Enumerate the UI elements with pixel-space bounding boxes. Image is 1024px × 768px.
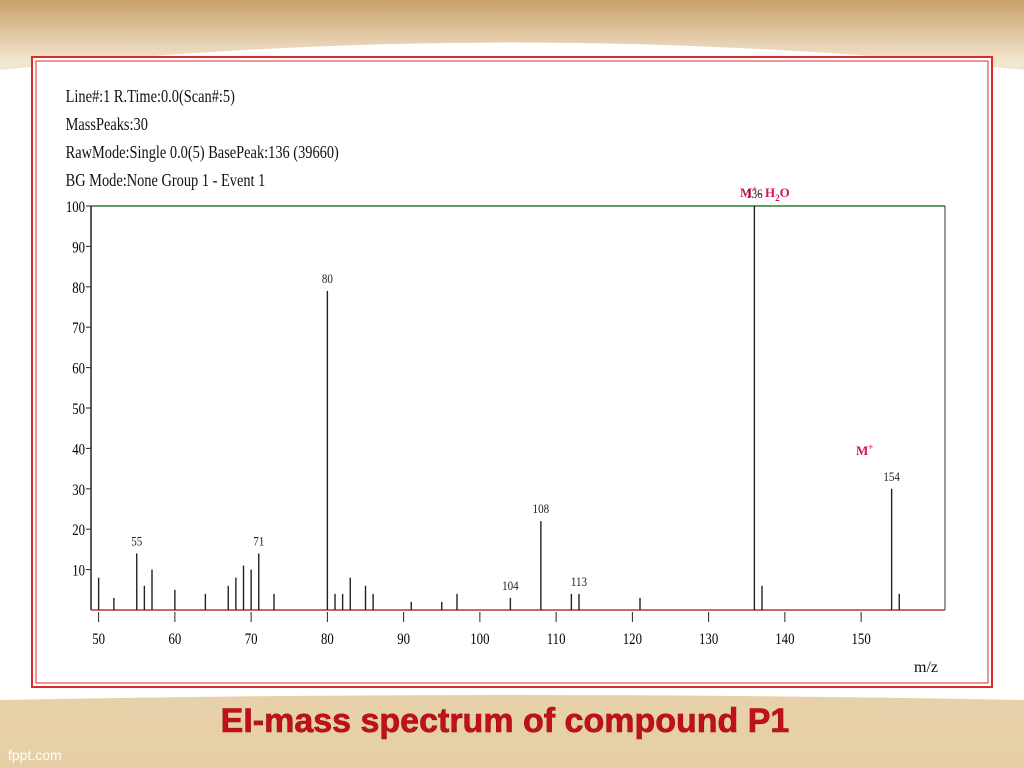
- x-tick-label: 140: [775, 631, 794, 649]
- y-tick-label: 20: [72, 522, 85, 540]
- x-tick-label: 50: [92, 631, 105, 649]
- x-tick-label: 130: [699, 631, 718, 649]
- y-tick-label: 40: [72, 441, 85, 459]
- peak-label: 108: [533, 501, 550, 516]
- y-tick-label: 90: [72, 239, 85, 257]
- x-tick-label: 90: [397, 631, 410, 649]
- header-line: BG Mode:None Group 1 - Event 1: [66, 169, 266, 190]
- peak-label: 80: [322, 271, 333, 286]
- peak-label: 113: [571, 574, 587, 589]
- header-line: RawMode:Single 0.0(5) BasePeak:136 (3966…: [66, 141, 339, 162]
- y-tick-label: 70: [72, 320, 85, 338]
- frame-inner: [35, 60, 989, 684]
- peak-label: 71: [253, 534, 264, 549]
- x-axis-label: m/z: [914, 659, 938, 676]
- frame: [31, 56, 993, 688]
- x-tick-label: 100: [470, 631, 489, 649]
- header-line: MassPeaks:30: [66, 113, 148, 134]
- y-tick-label: 10: [72, 562, 85, 580]
- peak-label: 136: [746, 186, 763, 201]
- y-tick-label: 30: [72, 482, 85, 500]
- y-tick-label: 80: [72, 280, 85, 298]
- x-tick-label: 80: [321, 631, 334, 649]
- y-tick-label: 60: [72, 360, 85, 378]
- x-tick-label: 110: [547, 631, 566, 649]
- x-tick-label: 60: [168, 631, 181, 649]
- footer: fppt.com: [8, 747, 62, 763]
- y-tick-label: 100: [66, 199, 85, 217]
- x-tick-label: 150: [852, 631, 871, 649]
- y-tick-label: 50: [72, 401, 85, 419]
- annotation: M+- H2O: [740, 184, 790, 203]
- caption: EI-mass spectrum of compound P1: [221, 702, 790, 740]
- peak-label: 154: [883, 469, 900, 484]
- peak-label: 104: [502, 578, 519, 593]
- x-tick-label: 120: [623, 631, 642, 649]
- x-tick-label: 70: [245, 631, 258, 649]
- peak-label: 55: [131, 534, 142, 549]
- header-line: Line#:1 R.Time:0.0(Scan#:5): [66, 85, 235, 106]
- annotation: M+: [856, 442, 873, 458]
